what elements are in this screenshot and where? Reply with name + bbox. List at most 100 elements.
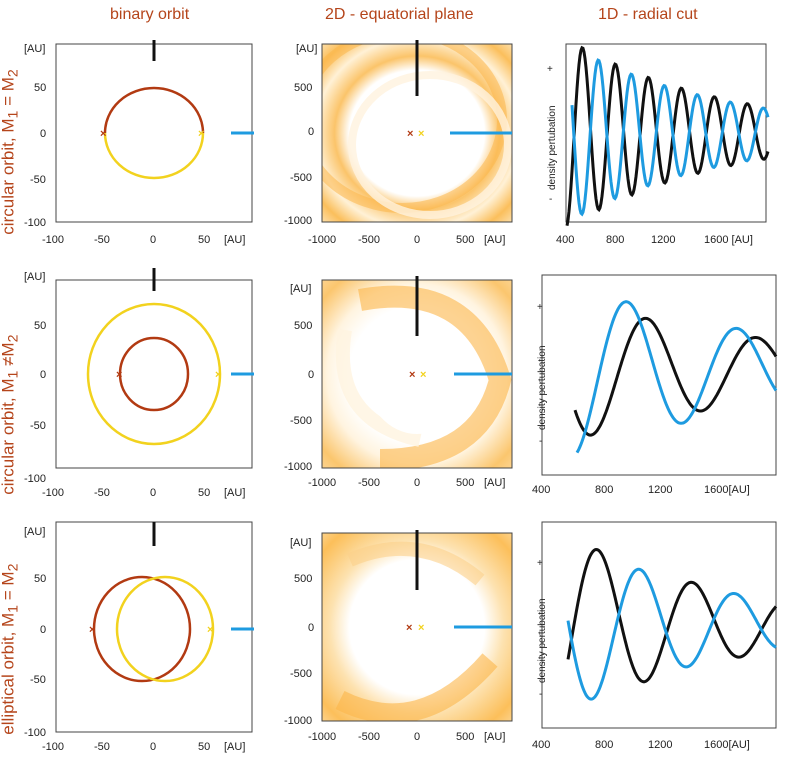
xtick: -50 — [94, 487, 110, 499]
xtick: 400 — [532, 484, 550, 496]
xtick: 1600[AU] — [704, 739, 750, 751]
ytick: 0 — [40, 369, 46, 381]
y-sign-minus: - — [549, 194, 552, 205]
star1-marker: × — [407, 128, 413, 140]
xtick: 0 — [414, 477, 420, 489]
y-sign-minus: - — [539, 436, 542, 447]
radial-panel-frame — [541, 274, 777, 476]
xtick: 1600 [AU] — [704, 234, 753, 246]
ytick: -50 — [30, 174, 46, 186]
row-1: [AU] 50 0 -50 -100 -100 -50 0 50 [AU] × … — [24, 40, 770, 246]
xtick: -500 — [358, 234, 380, 246]
xtick: -1000 — [308, 731, 336, 743]
ytick: -1000 — [284, 461, 312, 473]
xtick: [AU] — [484, 234, 505, 246]
star2-marker: × — [418, 622, 424, 634]
xtick: 800 — [606, 234, 624, 246]
ytick: 50 — [34, 82, 46, 94]
xtick: [AU] — [224, 487, 245, 499]
series-blue — [566, 567, 777, 701]
orbit-star2 — [115, 575, 215, 683]
ytick: [AU] — [24, 526, 45, 538]
disk-map-1 — [322, 44, 512, 222]
ytick: -1000 — [284, 715, 312, 727]
ytick: -50 — [30, 674, 46, 686]
xtick: [AU] — [484, 477, 505, 489]
series-black — [565, 45, 770, 226]
star2-marker: × — [215, 369, 221, 381]
ytick: -1000 — [284, 215, 312, 227]
ytick: [AU] — [290, 537, 311, 549]
column-title-2d-plane: 2D - equatorial plane — [325, 6, 474, 23]
ytick: [AU] — [24, 271, 45, 283]
ytick: 500 — [294, 82, 312, 94]
star2-marker: × — [420, 369, 426, 381]
ytick: 500 — [294, 573, 312, 585]
ytick: [AU] — [290, 283, 311, 295]
star2-marker: × — [418, 128, 424, 140]
xtick: 800 — [595, 484, 613, 496]
star1-marker: × — [116, 369, 122, 381]
star1-marker: × — [406, 622, 412, 634]
xtick: 1200 — [651, 234, 675, 246]
xtick: 500 — [456, 477, 474, 489]
star1-marker: × — [89, 624, 95, 636]
orbit-panel-frame — [55, 279, 253, 469]
ytick: -50 — [30, 420, 46, 432]
xtick: [AU] — [224, 741, 245, 753]
orbit-star1 — [92, 575, 192, 683]
xtick: 1200 — [648, 484, 672, 496]
orbit-panel-frame — [55, 43, 253, 223]
series-black — [573, 316, 778, 437]
disk-map-2 — [322, 280, 512, 468]
column-title-binary-orbit: binary orbit — [110, 6, 190, 23]
ytick: 0 — [308, 622, 314, 634]
ytick: 0 — [308, 369, 314, 381]
xtick: 0 — [150, 741, 156, 753]
series-blue — [570, 58, 770, 217]
ytick: 0 — [40, 128, 46, 140]
xtick: 1200 — [648, 739, 672, 751]
radial-panel-frame — [541, 521, 777, 729]
ytick: [AU] — [296, 43, 317, 55]
row-2: [AU] 50 0 -50 -100 -100 -50 0 50 [AU] × … — [24, 268, 778, 499]
star1-marker: × — [409, 369, 415, 381]
row-3: [AU] 50 0 -50 -100 -100 -50 0 50 [AU] × … — [24, 521, 778, 753]
xtick: -100 — [42, 741, 64, 753]
y-axis-label: density pertubation — [537, 345, 548, 430]
ytick: -100 — [24, 217, 46, 229]
y-sign-plus: + — [547, 64, 553, 75]
xtick: 400 — [556, 234, 574, 246]
star2-marker: × — [207, 624, 213, 636]
ytick: -100 — [24, 473, 46, 485]
xtick: -1000 — [308, 477, 336, 489]
ytick: 50 — [34, 320, 46, 332]
ytick: -500 — [290, 668, 312, 680]
xtick: 800 — [595, 739, 613, 751]
star1-marker: × — [100, 128, 106, 140]
xtick: 500 — [456, 731, 474, 743]
ytick: [AU] — [24, 43, 45, 55]
ytick: 50 — [34, 573, 46, 585]
orbit-panel-frame — [55, 521, 253, 733]
xtick: 400 — [532, 739, 550, 751]
ytick: 500 — [294, 320, 312, 332]
xtick: -50 — [94, 741, 110, 753]
xtick: 0 — [150, 234, 156, 246]
star2-marker: × — [198, 128, 204, 140]
xtick: -50 — [94, 234, 110, 246]
ytick: -100 — [24, 727, 46, 739]
xtick: 0 — [150, 487, 156, 499]
series-blue — [575, 300, 778, 454]
series-black — [566, 547, 778, 684]
xtick: -500 — [358, 731, 380, 743]
y-sign-minus: - — [539, 689, 542, 700]
ytick: 0 — [308, 126, 314, 138]
column-title-1d-radial-cut: 1D - radial cut — [598, 6, 698, 23]
xtick: -500 — [358, 477, 380, 489]
xtick: 500 — [456, 234, 474, 246]
xtick: [AU] — [484, 731, 505, 743]
xtick: 0 — [414, 731, 420, 743]
ytick: -500 — [290, 172, 312, 184]
